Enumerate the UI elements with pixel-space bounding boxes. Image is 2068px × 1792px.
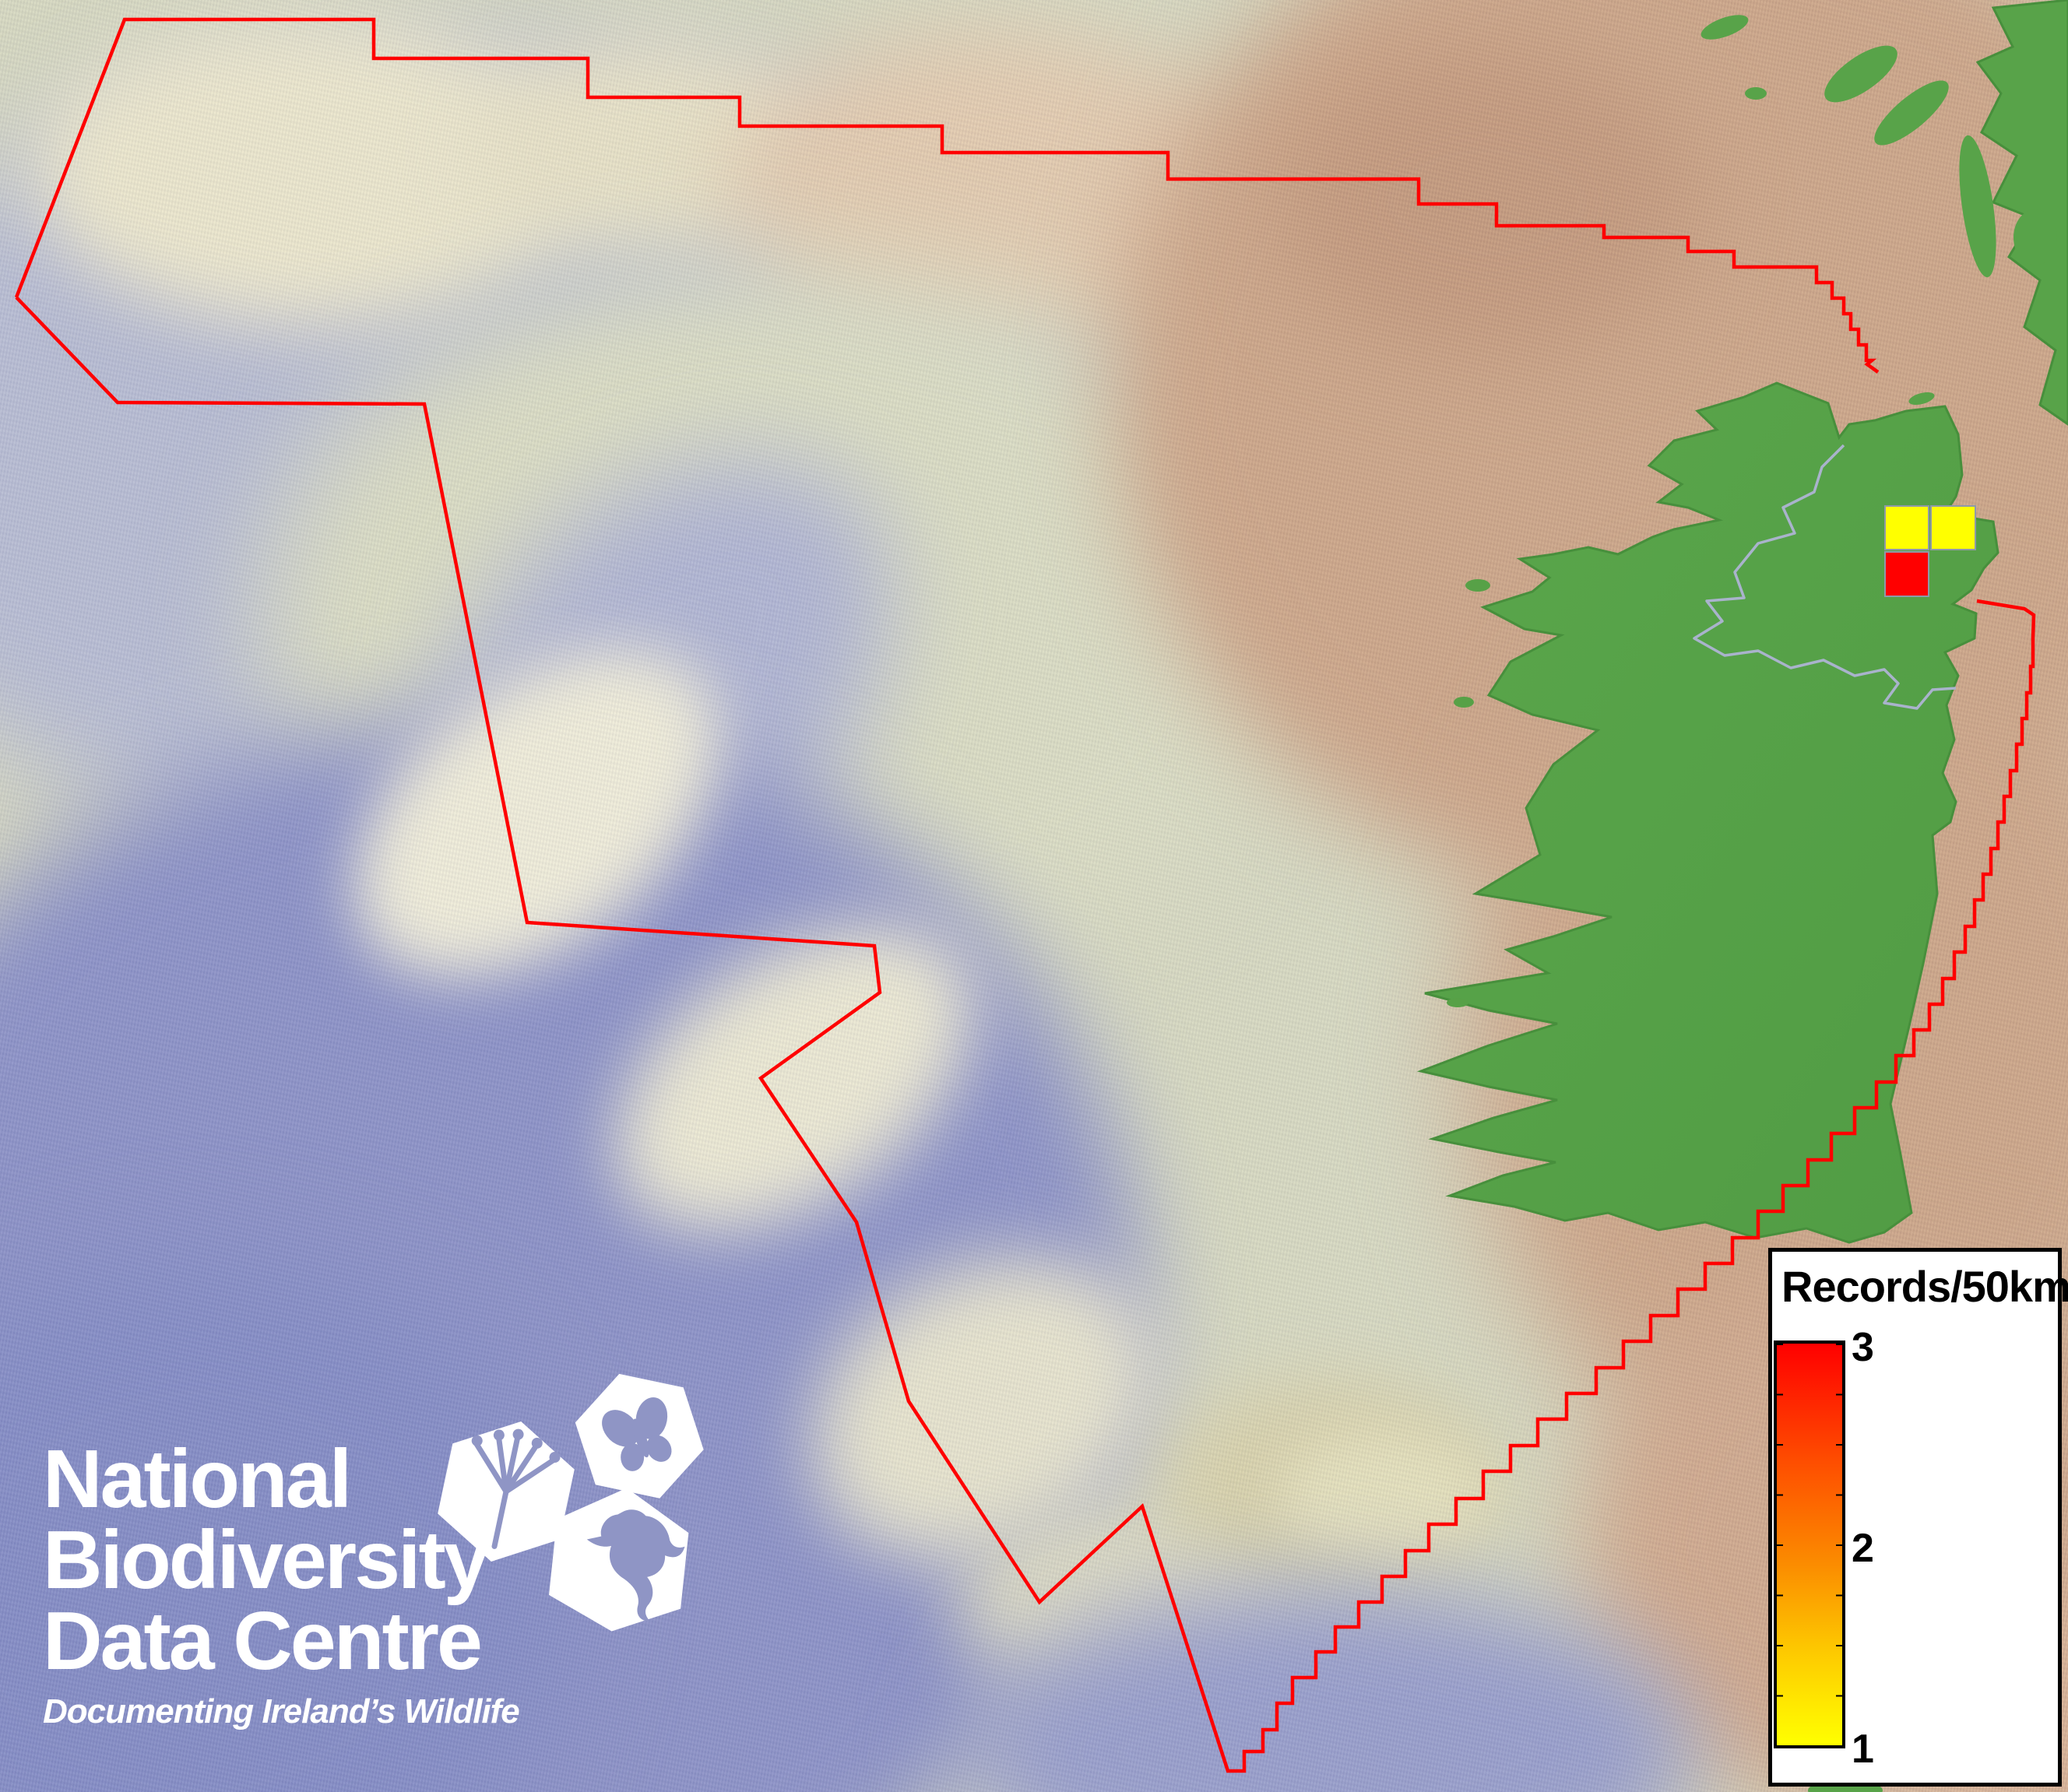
eez-boundary-south (15, 296, 2036, 1773)
seahorse-icon (549, 1488, 689, 1632)
legend-mid-label: 2 (1852, 1526, 1874, 1571)
peninsula-kintyre (1959, 135, 1996, 278)
island-rathlin (1908, 392, 1935, 406)
logo-line-1: National (43, 1433, 352, 1525)
legend-ticks-right (1836, 1344, 1842, 1745)
legend-max-label: 3 (1852, 1325, 1874, 1370)
ireland-landmass (1416, 381, 1999, 1244)
grid-cell-northeast-yellow[interactable] (1930, 505, 1976, 550)
island-small-1 (1700, 15, 1749, 40)
legend-min-label: 1 (1852, 1727, 1874, 1772)
butterfly-icon (575, 1373, 704, 1499)
legend-title: Records/50km (1781, 1262, 2068, 1311)
island-west-3 (1447, 998, 1468, 1007)
island-west-2 (1454, 697, 1474, 708)
sea-bank-southwest-2 (1277, 1432, 1487, 1565)
scotland-landmass (1975, 0, 2068, 426)
legend-box: Records/50km 3 2 1 (1768, 1248, 2068, 1787)
island-west-1 (1465, 579, 1490, 592)
logo-line-2: Biodiversity (43, 1514, 490, 1606)
legend-gradient-bar (1774, 1340, 1845, 1748)
island-arran (2013, 209, 2057, 265)
island-islay (1824, 45, 1897, 103)
grid-cell-northwest-yellow[interactable] (1884, 505, 1929, 550)
legend-ticks-left (1777, 1344, 1783, 1745)
island-jura (1874, 80, 1949, 146)
nbdc-logo: National Biodiversity Data Centre Docume… (43, 1433, 520, 1731)
grid-cell-southwest-red[interactable] (1884, 551, 1929, 597)
eez-boundary-north (14, 17, 1880, 374)
logo-line-3: Data Centre (43, 1595, 483, 1687)
nbdc-logo-hexagons (432, 1367, 720, 1636)
logo-tagline: Documenting Ireland’s Wildlife (43, 1692, 520, 1731)
umbel-plant-icon (438, 1421, 575, 1562)
northern-ireland-border (1693, 444, 1957, 710)
island-small-2 (1745, 87, 1767, 100)
